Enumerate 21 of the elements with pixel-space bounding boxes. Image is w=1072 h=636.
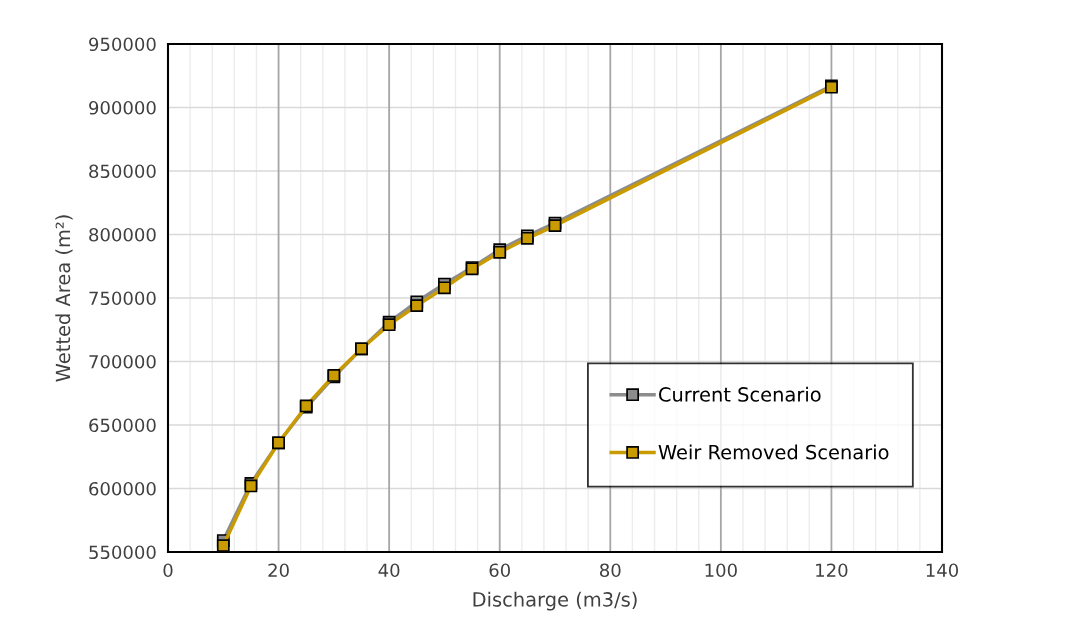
y-axis-title: Wetted Area (m²) (55, 215, 73, 382)
legend-label: Weir Removed Scenario (658, 444, 889, 460)
x-tick-label: 140 (926, 563, 959, 578)
y-tick-label: 800000 (89, 227, 156, 242)
x-tick-label: 60 (489, 563, 510, 578)
x-tick-label: 40 (378, 563, 400, 578)
y-tick-label: 850000 (89, 164, 156, 179)
y-tick-label: 600000 (89, 481, 156, 496)
y-tick-label: 750000 (89, 291, 156, 306)
x-tick-label: 120 (816, 563, 848, 578)
legend-label: Current Scenario (659, 386, 821, 402)
x-axis-title: Discharge (m3/s) (473, 591, 637, 611)
y-tick-label: 700000 (89, 354, 156, 369)
y-tick-label: 900000 (89, 100, 156, 115)
y-tick-label: 550000 (89, 545, 156, 560)
y-tick-label: 950000 (89, 37, 156, 52)
x-tick-label: 80 (600, 563, 621, 578)
x-tick-label: 100 (705, 563, 737, 578)
y-tick-label: 650000 (89, 418, 156, 433)
x-tick-label: 20 (268, 563, 289, 578)
x-tick-label: 0 (163, 563, 173, 578)
